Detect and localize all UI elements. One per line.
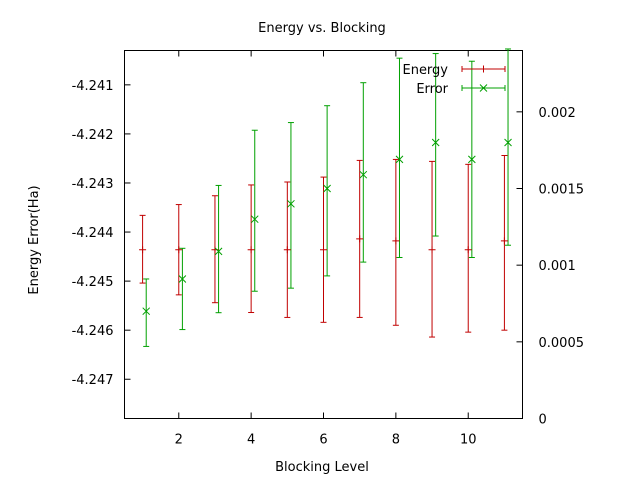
- x-tick-label: 6: [319, 433, 327, 448]
- y2-tick-label: 0.0015: [539, 183, 585, 198]
- error-error-bar: [287, 122, 294, 289]
- y-tick-label: -4.241: [72, 79, 114, 94]
- x-tick-label: 10: [460, 433, 477, 448]
- energy-point: [500, 237, 508, 245]
- error-point: [214, 247, 223, 256]
- legend-sample-energy: [461, 65, 506, 73]
- error-error-bar: [324, 105, 331, 277]
- y2-tick-label: 0.0005: [539, 336, 585, 351]
- x-tick-label: 4: [247, 433, 255, 448]
- error-point: [359, 170, 368, 179]
- legend-label-energy: Energy: [402, 63, 448, 78]
- energy-point: [247, 246, 255, 254]
- error-point: [395, 155, 404, 164]
- y-tick-label: -4.244: [72, 226, 114, 241]
- error-point: [250, 215, 259, 224]
- error-point: [142, 307, 151, 316]
- axis-ticks: 2 4 6 8 10 -4.241 -4.242 -4.243 -4.244 -4.245 -4.2…: [72, 50, 585, 448]
- energy-point: [139, 246, 147, 254]
- energy-point: [175, 246, 183, 254]
- x-axis-label: Blocking Level: [275, 460, 369, 475]
- y-tick-label: -4.245: [72, 275, 114, 290]
- energy-point: [320, 246, 327, 254]
- y-tick-label: -4.247: [72, 373, 114, 388]
- energy-point: [428, 246, 436, 254]
- y-tick-label: -4.243: [72, 177, 114, 192]
- chart-title: Energy vs. Blocking: [258, 21, 386, 36]
- error-error-bar: [505, 48, 512, 246]
- error-error-bar: [215, 184, 222, 314]
- energy-point: [356, 235, 364, 243]
- data-points: [139, 138, 512, 316]
- x-tick-label: 2: [175, 433, 183, 448]
- y2-tick-label: 0.002: [539, 106, 576, 121]
- error-point: [504, 138, 512, 147]
- legend: Energy Error: [402, 63, 506, 97]
- y-axis-label: Energy Error(Ha): [27, 185, 42, 294]
- x-tick-label: 8: [392, 433, 400, 448]
- error-error-bar: [251, 129, 258, 292]
- error-point: [467, 155, 476, 164]
- error-error-bar: [396, 57, 403, 258]
- energy-point: [464, 246, 472, 254]
- error-point: [287, 199, 295, 208]
- legend-label-error: Error: [416, 82, 448, 97]
- error-error-bar: [432, 53, 439, 237]
- error-point: [323, 184, 331, 193]
- y2-tick-label: 0.001: [539, 259, 576, 274]
- y-tick-label: -4.246: [72, 324, 114, 339]
- energy-point: [392, 237, 400, 245]
- legend-sample-error: [461, 84, 506, 92]
- energy-point: [283, 246, 291, 254]
- error-error-bar: [360, 82, 367, 263]
- legend-sample-marker: [479, 84, 488, 92]
- error-point: [178, 275, 187, 283]
- error-point: [431, 138, 440, 147]
- y2-tick-label: 0: [539, 413, 547, 428]
- error-error-bar: [179, 247, 186, 331]
- y-tick-label: -4.242: [72, 128, 114, 143]
- error-bars: [139, 48, 512, 347]
- error-error-bar: [143, 278, 150, 347]
